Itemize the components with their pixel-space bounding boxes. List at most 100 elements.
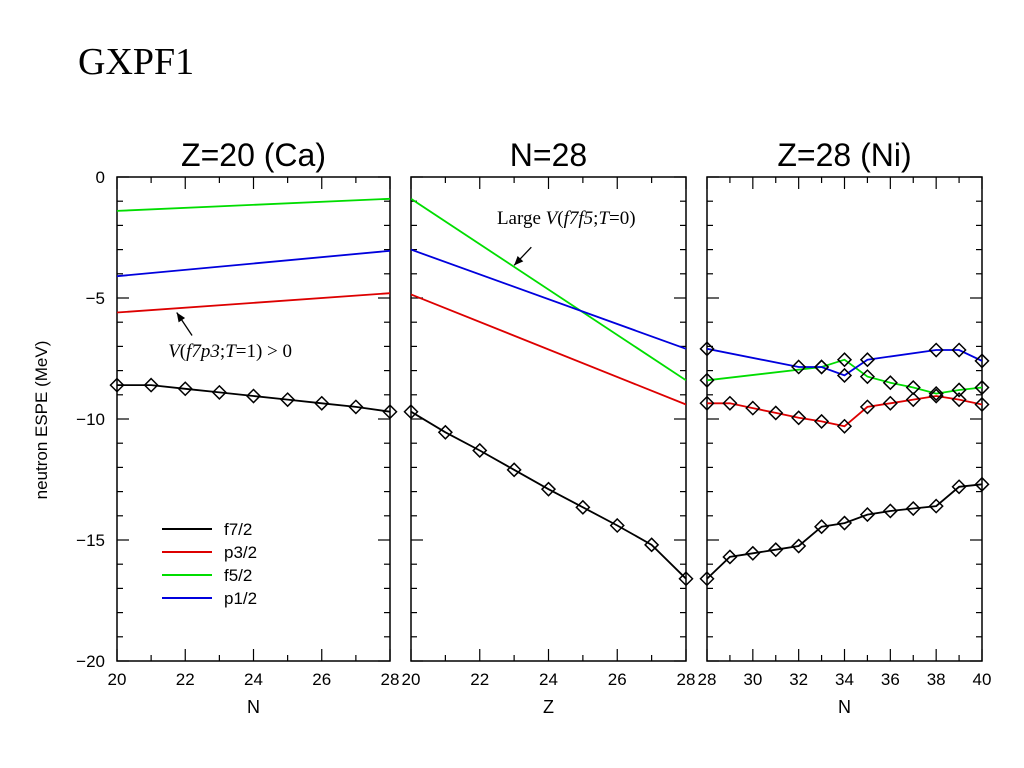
data-point-p3-2 [974,396,990,413]
annotation-part: ; [220,341,225,362]
data-point-p3-2 [791,410,807,426]
panel-1: Z=20 (Ca) 20 22 24 26 28 N 0 −5 −10 −15 −20 V(f7p3;T… [76,137,399,717]
data-point-f7-2 [506,462,522,478]
data-point-f7-2 [905,500,921,517]
panel-title: N=28 [510,137,587,173]
slide-title: GXPF1 [78,41,195,83]
x-tick-label: 30 [743,670,762,689]
data-point-p1-2 [836,367,853,384]
legend: f7/2 p3/2 f5/2 p1/2 [162,520,257,608]
data-point-f7-2 [814,519,830,535]
series-line-f7-2 [707,483,982,580]
data-point-p1-2 [791,359,807,375]
x-tick-label: 36 [881,670,900,689]
x-tick-label: 40 [973,670,992,689]
data-point-p3-2 [928,388,944,404]
data-point-p1-2 [928,342,944,358]
data-point-f7-2 [211,384,227,400]
x-tick-label: 32 [789,670,808,689]
legend-label: p3/2 [224,543,257,562]
data-point-f7-2 [437,424,453,440]
y-tick-label: 0 [96,168,105,187]
x-tick-label: 28 [698,670,717,689]
data-point-p3-2 [745,400,761,416]
series-line-p3-2 [411,293,686,406]
data-point-f7-2 [974,476,990,492]
data-point-p3-2 [814,413,830,429]
series-line-f5-2 [411,198,686,382]
data-point-f7-2 [928,498,944,514]
plot-area [707,347,982,580]
annotation-part: V [546,208,560,229]
annotation-arrowhead [514,255,524,266]
series-line-p3-2 [117,292,390,314]
x-tick-label: 34 [835,670,854,689]
x-tick-label: 24 [539,670,558,689]
x-tick-label: 38 [927,670,946,689]
annotation-part: f7p3 [186,341,220,362]
data-point-f7-2 [143,377,159,393]
data-point-p1-2 [699,341,715,357]
annotation-part: V [168,341,182,362]
data-point-f7-2 [768,542,784,558]
annotation-part: Large [497,208,546,229]
data-point-f7-2 [882,503,898,519]
data-point-f7-2 [177,381,193,397]
annotation-part: ( [557,208,563,229]
x-tick-label: 28 [677,670,696,689]
annotation-part: f7f5 [564,208,594,229]
x-tick-label: 26 [608,670,627,689]
series-line-f7-2 [117,384,390,413]
plot-frame [410,176,687,662]
x-tick-label: 22 [470,670,489,689]
series-line-p3-2 [707,395,982,428]
annotation-part: =0) [609,208,636,229]
data-point-f7-2 [745,545,761,561]
legend-label: f7/2 [224,520,252,539]
data-point-f5-2 [928,386,944,402]
data-point-f7-2 [678,571,694,587]
series-line-p1-2 [411,248,686,350]
x-tick-label: 26 [312,670,331,689]
series-line-f5-2 [117,197,390,212]
x-tick-label: 28 [381,670,400,689]
data-point-f5-2 [836,352,853,368]
series-line-p1-2 [117,249,390,278]
y-tick-label: −15 [76,531,105,550]
data-point-f5-2 [951,382,967,398]
data-point-p3-2 [699,395,715,411]
annotation-text: V(f7p3;T=1) > 0 [168,341,292,362]
data-point-p1-2 [814,359,830,375]
x-tick-label: 20 [108,670,127,689]
legend-label: f5/2 [224,566,252,585]
y-tick-label: −5 [86,289,105,308]
annotation-part: ; [593,208,598,229]
data-point-f7-2 [280,392,296,408]
data-point-f7-2 [722,549,738,565]
data-point-f5-2 [859,369,875,385]
data-point-f7-2 [540,481,557,497]
data-point-f5-2 [905,379,921,396]
x-axis-label: N [838,697,851,717]
data-point-p1-2 [951,342,967,358]
panel-title: Z=20 (Ca) [181,137,326,173]
annotation-part: =1) > 0 [236,341,292,362]
data-point-f7-2 [644,537,660,553]
data-point-f5-2 [882,375,898,391]
panel-3: Z=28 (Ni) 28 30 32 34 36 38 40 N [698,137,992,717]
annotation-arrowhead [176,312,186,323]
data-point-f7-2 [314,395,330,411]
data-point-f7-2 [575,499,591,515]
series-line-f7-2 [411,410,686,580]
data-point-f7-2 [859,507,875,523]
data-point-p3-2 [722,395,738,411]
data-point-f7-2 [951,479,967,495]
data-point-p3-2 [905,392,921,408]
data-point-f7-2 [836,515,853,531]
data-point-f7-2 [109,377,125,393]
data-point-p3-2 [882,395,898,411]
plot-area [411,198,686,580]
y-tick-label: −20 [76,652,105,671]
annotation-part: T [225,341,237,362]
